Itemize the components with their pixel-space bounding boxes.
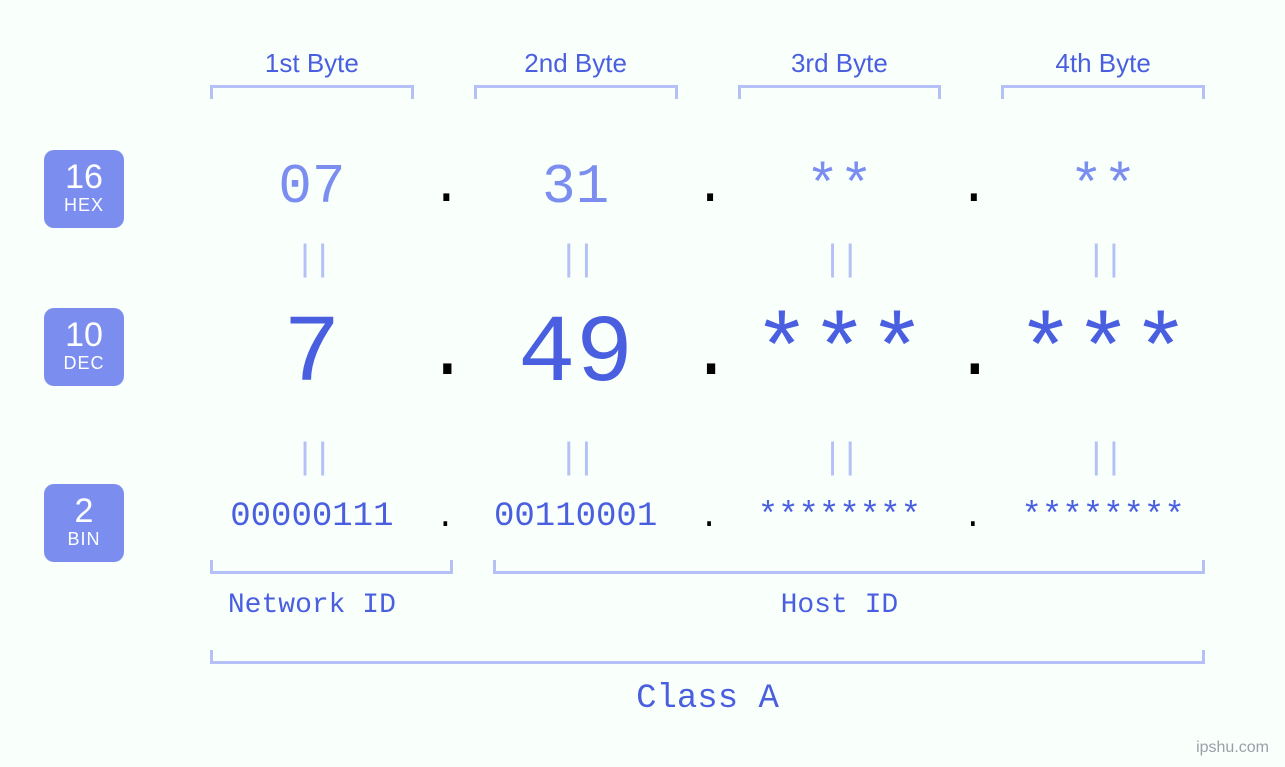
bracket-byte-1 bbox=[210, 85, 414, 99]
dec-row: 7 . 49 . *** . *** bbox=[180, 300, 1235, 409]
bracket-byte-2 bbox=[474, 85, 678, 99]
equals-row-2: || || || || bbox=[180, 438, 1235, 479]
bin-byte-3: ******** bbox=[708, 498, 972, 536]
base-badge-hex: 16 HEX bbox=[44, 150, 124, 228]
bin-byte-2: 00110001 bbox=[444, 498, 708, 536]
byte-header-4: 4th Byte bbox=[971, 48, 1235, 79]
equals-icon: || bbox=[180, 438, 444, 479]
bracket-byte-4 bbox=[1001, 85, 1205, 99]
equals-icon: || bbox=[180, 240, 444, 281]
bracket-network-id bbox=[210, 560, 453, 574]
equals-icon: || bbox=[444, 438, 708, 479]
base-num-dec: 10 bbox=[65, 318, 103, 352]
network-host-brackets bbox=[180, 560, 1235, 580]
bracket-class bbox=[210, 650, 1205, 664]
equals-icon: || bbox=[971, 438, 1235, 479]
hex-byte-1: 07 bbox=[180, 155, 444, 219]
bin-byte-1: 00000111 bbox=[180, 498, 444, 536]
base-label-dec: DEC bbox=[63, 352, 104, 375]
ip-diagram: 1st Byte 2nd Byte 3rd Byte 4th Byte 16 H… bbox=[0, 0, 1285, 767]
hex-byte-2: 31 bbox=[444, 155, 708, 219]
dec-byte-4: *** bbox=[971, 300, 1235, 409]
base-badge-bin: 2 BIN bbox=[44, 484, 124, 562]
bin-byte-4: ******** bbox=[971, 498, 1235, 536]
equals-icon: || bbox=[444, 240, 708, 281]
network-id-label: Network ID bbox=[180, 590, 444, 621]
host-id-label: Host ID bbox=[444, 590, 1235, 621]
dec-byte-3: *** bbox=[708, 300, 972, 409]
base-badge-dec: 10 DEC bbox=[44, 308, 124, 386]
hex-row: 07 . 31 . ** . ** bbox=[180, 155, 1235, 219]
base-label-bin: BIN bbox=[67, 528, 100, 551]
byte-header-3: 3rd Byte bbox=[708, 48, 972, 79]
top-brackets bbox=[180, 85, 1235, 105]
base-label-hex: HEX bbox=[64, 194, 104, 217]
equals-icon: || bbox=[708, 240, 972, 281]
base-num-bin: 2 bbox=[75, 494, 94, 528]
watermark: ipshu.com bbox=[1196, 739, 1269, 757]
base-num-hex: 16 bbox=[65, 160, 103, 194]
byte-header-1: 1st Byte bbox=[180, 48, 444, 79]
dec-byte-1: 7 bbox=[180, 300, 444, 409]
equals-icon: || bbox=[708, 438, 972, 479]
bracket-host-id bbox=[493, 560, 1205, 574]
network-host-labels: Network ID Host ID bbox=[180, 590, 1235, 621]
equals-row-1: || || || || bbox=[180, 240, 1235, 281]
hex-byte-4: ** bbox=[971, 155, 1235, 219]
bracket-byte-3 bbox=[738, 85, 942, 99]
byte-header-2: 2nd Byte bbox=[444, 48, 708, 79]
equals-icon: || bbox=[971, 240, 1235, 281]
bin-row: 00000111 . 00110001 . ******** . *******… bbox=[180, 498, 1235, 536]
class-label: Class A bbox=[180, 680, 1235, 718]
byte-headers: 1st Byte 2nd Byte 3rd Byte 4th Byte bbox=[180, 48, 1235, 79]
dec-byte-2: 49 bbox=[444, 300, 708, 409]
hex-byte-3: ** bbox=[708, 155, 972, 219]
